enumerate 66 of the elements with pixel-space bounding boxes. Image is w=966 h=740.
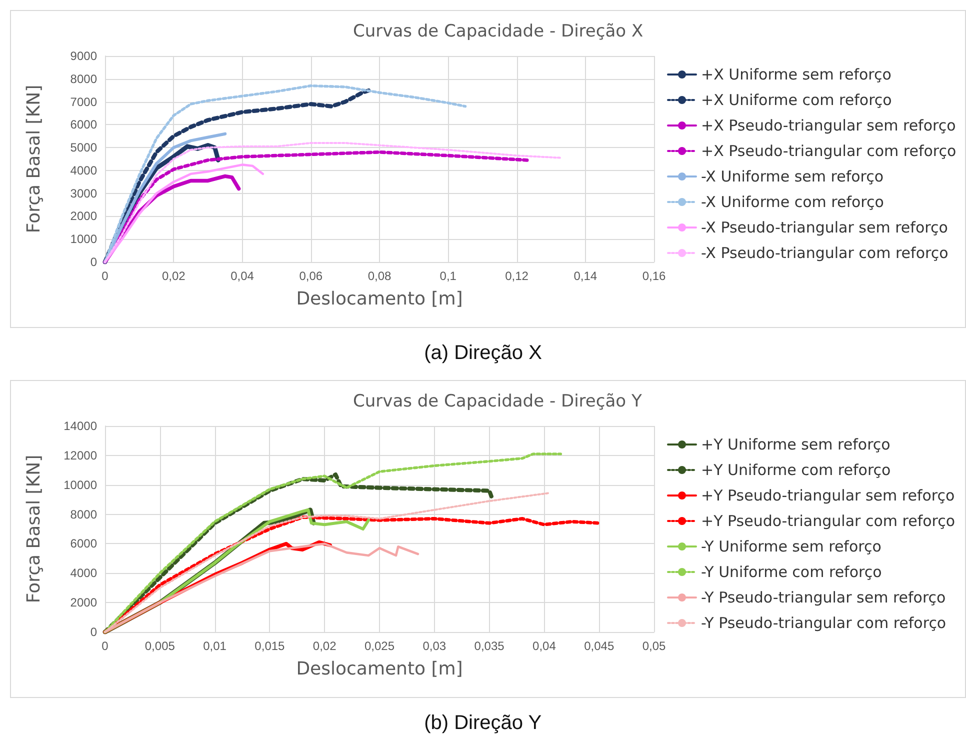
legend-label: -X Pseudo-triangular sem reforço (701, 218, 948, 236)
legend-label: +Y Pseudo-triangular sem reforço (701, 486, 955, 504)
y-tick-label: 14000 (64, 419, 98, 433)
x-tick-label: 0,015 (254, 639, 286, 653)
legend-label: +X Uniforme sem reforço (701, 66, 892, 84)
legend-label: +X Pseudo-triangular com reforço (701, 142, 956, 160)
x-tick-label: 0,08 (368, 269, 392, 283)
y-tick-label: 3000 (70, 186, 98, 200)
y-tick-label: 2000 (70, 596, 98, 610)
text: (a) Direção X (424, 342, 542, 364)
y-tick-label: 9000 (70, 49, 98, 63)
x-tick-label: 0,06 (299, 269, 323, 283)
x-tick-label: 0 (102, 639, 109, 653)
legend-label: +Y Pseudo-triangular com reforço (701, 512, 956, 530)
y-tick-label: 1000 (70, 232, 98, 246)
legend-label: -X Uniforme sem reforço (701, 168, 884, 186)
x-tick-label: 0,04 (230, 269, 254, 283)
line-series (104, 492, 551, 633)
x-tick-label: 0,03 (422, 639, 446, 653)
x-tick-label: 0,05 (642, 639, 666, 653)
y-tick-label: 2000 (70, 209, 98, 224)
y-tick-label: 6000 (70, 536, 98, 551)
text: (b) Direção Y (424, 712, 542, 734)
x-tick-label: 0,04 (532, 639, 556, 653)
x-tick-label: 0,02 (162, 269, 186, 283)
x-tick-label: 0,02 (312, 639, 337, 653)
legend-label: +Y Uniforme com reforço (701, 461, 891, 479)
line-series (104, 542, 420, 634)
y-tick-label: 8000 (70, 507, 98, 522)
legend-label: -Y Pseudo-triangular com reforço (701, 614, 946, 632)
x-axis-title: Deslocamento [m] (296, 658, 463, 680)
y-tick-label: 4000 (70, 163, 98, 178)
line-series (104, 84, 467, 264)
y-tick-label: 12000 (64, 448, 98, 462)
y-tick-label: 10000 (64, 478, 98, 492)
line-series (104, 164, 264, 264)
chart-title: Curvas de Capacidade - Direção X (353, 22, 644, 42)
x-tick-label: 0,025 (364, 639, 395, 653)
x-tick-label: 0,14 (574, 269, 598, 283)
legend-label: -Y Pseudo-triangular sem reforço (701, 588, 946, 606)
legend-label: -X Pseudo-triangular com reforço (701, 244, 948, 262)
legend-label: +X Uniforme com reforço (701, 91, 892, 109)
x-tick-label: 0 (102, 269, 109, 283)
x-tick-label: 0,035 (474, 639, 505, 653)
x-tick-label: 0,045 (584, 639, 614, 653)
x-axis-title: Deslocamento [m] (296, 288, 463, 310)
legend-label: -Y Uniforme com reforço (701, 563, 882, 581)
y-tick-label: 4000 (70, 566, 98, 580)
legend-label: +Y Uniforme sem reforço (701, 436, 890, 454)
y-tick-label: 8000 (70, 72, 98, 86)
y-axis-title: Força Basal [KN] (24, 454, 44, 604)
y-tick-label: 6000 (70, 118, 98, 132)
y-axis-title: Força Basal [KN] (24, 84, 44, 234)
x-tick-label: 0,16 (642, 269, 666, 283)
legend-label: -X Uniforme com reforço (701, 193, 884, 211)
x-tick-label: 0,005 (144, 639, 176, 653)
x-tick-label: 0,12 (505, 269, 529, 283)
y-tick-label: 7000 (70, 94, 98, 109)
y-tick-label: 0 (90, 625, 98, 639)
x-tick-label: 0,1 (440, 269, 457, 283)
chart-title: Curvas de Capacidade - Direção Y (353, 392, 642, 412)
y-tick-label: 5000 (70, 140, 98, 155)
y-tick-label: 0 (90, 255, 98, 269)
legend-label: -Y Uniforme sem reforço (701, 538, 882, 556)
legend-label: +X Pseudo-triangular sem reforço (701, 116, 956, 134)
x-tick-label: 0,01 (203, 639, 227, 653)
